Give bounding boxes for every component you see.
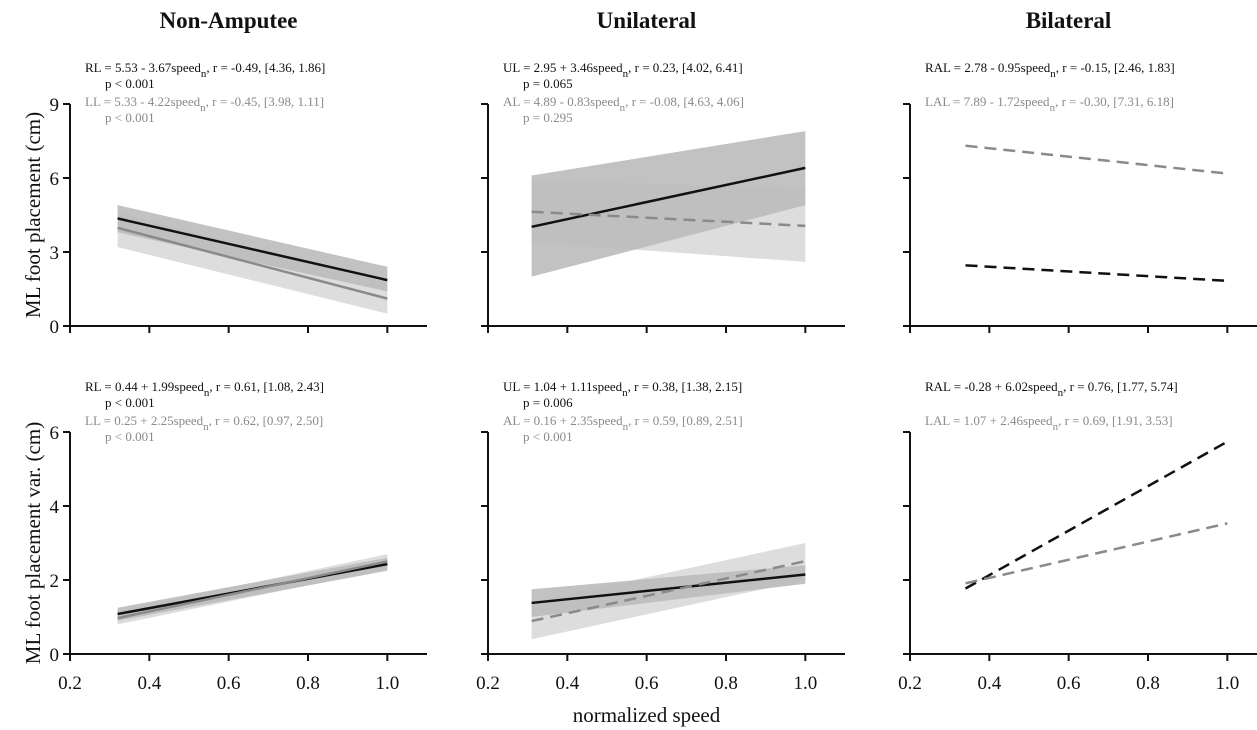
regression-line [531,166,806,229]
regression-line [964,440,1228,590]
panel-title: Unilateral [597,8,697,33]
regression-line [531,573,806,605]
y-tick-label: 6 [50,423,60,444]
x-tick-label: 0.6 [635,673,659,694]
x-tick-label: 1.0 [375,673,399,694]
equation-text: RL = 0.44 + 1.99speed [85,379,204,394]
subscript: n [201,68,207,80]
equation-text: AL = 4.89 - 0.83speed [503,94,620,109]
equation-text: RL = 5.53 - 3.67speed [85,60,201,75]
p-value: p < 0.001 [105,76,155,91]
equation: RL = 0.44 + 1.99speedn, r = 0.61, [1.08,… [85,379,324,399]
subscript: n [204,387,210,399]
y-axis-label: ML foot placement var. (cm) [21,422,45,664]
subscript: n [1053,421,1059,433]
regression-line [965,522,1228,585]
equation-text: UL = 2.95 + 3.46speed [503,60,623,75]
p-value: p < 0.001 [105,110,155,125]
x-tick-label: 0.6 [217,673,241,694]
y-tick-label: 6 [50,169,60,190]
equation: RAL = 2.78 - 0.95speedn, r = -0.15, [2.4… [925,60,1175,80]
y-tick-label: 0 [50,317,60,338]
equation-text: LAL = 1.07 + 2.46speed [925,413,1053,428]
regression-line [965,264,1228,283]
equation-text: LAL = 7.89 - 1.72speed [925,94,1050,109]
equation-text: RAL = -0.28 + 6.02speed [925,379,1058,394]
y-axis-label: ML foot placement (cm) [21,112,45,318]
stats: , r = 0.59, [0.89, 2.51] [628,413,743,428]
equation: UL = 2.95 + 3.46speedn, r = 0.23, [4.02,… [503,60,743,80]
y-tick-label: 2 [50,571,60,592]
subscript: n [623,421,629,433]
equation: RL = 5.53 - 3.67speedn, r = -0.49, [4.36… [85,60,325,80]
p-value: p < 0.001 [523,429,573,444]
x-axis-label: normalized speed [573,703,721,727]
equation: RAL = -0.28 + 6.02speedn, r = 0.76, [1.7… [925,379,1178,399]
subscript: n [203,421,209,433]
stats: , r = 0.23, [4.02, 6.41] [628,60,743,75]
equation: AL = 0.16 + 2.35speedn, r = 0.59, [0.89,… [503,413,743,433]
equation-text: AL = 0.16 + 2.35speed [503,413,623,428]
regression-line [531,559,806,623]
x-tick-label: 0.8 [296,673,320,694]
stats: , r = 0.62, [0.97, 2.50] [209,413,324,428]
equation: AL = 4.89 - 0.83speedn, r = -0.08, [4.63… [503,94,744,114]
stats: , r = -0.49, [4.36, 1.86] [206,60,325,75]
stats: , r = 0.69, [1.91, 3.53] [1058,413,1173,428]
stats: , r = -0.45, [3.98, 1.11] [206,94,324,109]
regression-line [117,560,388,620]
stats: , r = -0.08, [4.63, 4.06] [625,94,744,109]
x-tick-label: 0.2 [476,673,500,694]
equation: UL = 1.04 + 1.11speedn, r = 0.38, [1.38,… [503,379,742,399]
equation-text: UL = 1.04 + 1.11speed [503,379,623,394]
x-tick-label: 0.8 [1136,673,1160,694]
stats: , r = 0.38, [1.38, 2.15] [628,379,743,394]
equation: LL = 5.33 - 4.22speedn, r = -0.45, [3.98… [85,94,324,114]
x-tick-label: 0.4 [555,673,579,694]
p-value: p < 0.001 [105,429,155,444]
x-tick-label: 0.8 [714,673,738,694]
p-value: p = 0.295 [523,110,573,125]
subscript: n [620,102,626,114]
equation: LL = 0.25 + 2.25speedn, r = 0.62, [0.97,… [85,413,323,433]
regression-line [965,144,1228,175]
subscript: n [1050,102,1056,114]
stats: , r = 0.76, [1.77, 5.74] [1063,379,1178,394]
confidence-band [531,180,806,262]
subscript: n [622,387,628,399]
panel-title: Bilateral [1026,8,1112,33]
stats: , r = 0.61, [1.08, 2.43] [209,379,324,394]
subscript: n [1050,68,1056,80]
equation: LAL = 7.89 - 1.72speedn, r = -0.30, [7.3… [925,94,1174,114]
x-tick-label: 1.0 [793,673,817,694]
x-tick-label: 0.4 [137,673,161,694]
panel-title: Non-Amputee [160,8,298,33]
regression-line [117,226,388,300]
subscript: n [200,102,206,114]
p-value: p = 0.006 [523,395,573,410]
subscript: n [1058,387,1064,399]
equation-text: RAL = 2.78 - 0.95speed [925,60,1051,75]
x-tick-label: 0.4 [977,673,1001,694]
y-tick-label: 0 [50,645,60,666]
p-value: p < 0.001 [105,395,155,410]
regression-line [531,210,806,228]
y-tick-label: 4 [50,497,60,518]
p-value: p = 0.065 [523,76,573,91]
subscript: n [623,68,629,80]
y-tick-label: 9 [50,95,60,116]
equation: LAL = 1.07 + 2.46speedn, r = 0.69, [1.91… [925,413,1173,433]
equation-text: LL = 0.25 + 2.25speed [85,413,204,428]
x-tick-label: 0.2 [58,673,82,694]
stats: , r = -0.15, [2.46, 1.83] [1056,60,1175,75]
x-tick-label: 0.6 [1057,673,1081,694]
x-tick-label: 1.0 [1215,673,1239,694]
stats: , r = -0.30, [7.31, 6.18] [1055,94,1174,109]
regression-line [117,217,388,282]
y-tick-label: 3 [50,243,60,264]
x-tick-label: 0.2 [898,673,922,694]
equation-text: LL = 5.33 - 4.22speed [85,94,201,109]
